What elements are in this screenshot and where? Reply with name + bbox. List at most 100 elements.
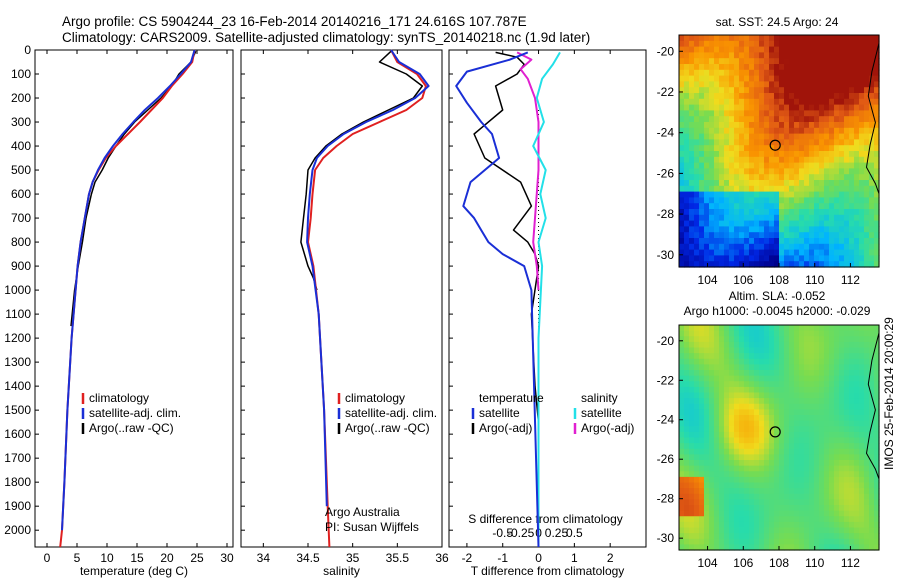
sst-map-cell	[824, 58, 830, 65]
sst-map-cell	[764, 127, 770, 135]
sla-map-cell	[824, 370, 830, 377]
sla-map-x-tick-label: 104	[698, 556, 718, 570]
sla-map-cell	[874, 527, 880, 534]
sst-map-cell	[829, 203, 835, 210]
sla-map-cell	[849, 403, 855, 410]
sst-map-cell	[829, 69, 835, 77]
sst-map-cell	[759, 139, 765, 146]
sst-map-cell	[799, 69, 805, 77]
sst-map-cell	[709, 127, 715, 135]
sst-map-cell	[704, 249, 710, 256]
sst-map-cell	[709, 261, 715, 268]
sst-map-cell	[769, 162, 775, 169]
sst-map-cell	[789, 52, 795, 59]
sla-map-cell	[699, 521, 705, 529]
sst-map-cell	[769, 180, 775, 187]
sst-map-cell	[814, 93, 820, 100]
sst-map-cell	[874, 69, 880, 77]
sla-map-cell	[719, 353, 725, 360]
sla-map-cell	[724, 431, 730, 439]
sla-map-cell	[819, 398, 825, 405]
sla-map-cell	[804, 403, 810, 410]
sla-map-cell	[744, 510, 750, 517]
sst-map-cell	[824, 238, 830, 245]
sst-map-cell	[704, 93, 710, 100]
sst-map-cell	[744, 133, 750, 140]
sla-map-cell	[874, 454, 880, 461]
sst-map-cell	[759, 151, 765, 158]
sla-map-cell	[869, 415, 875, 422]
sla-map-cell	[844, 493, 850, 500]
sst-map-cell	[869, 87, 875, 94]
sst-map-cell	[734, 214, 740, 222]
sst-map-cell	[779, 46, 785, 53]
sst-map-cell	[759, 185, 765, 193]
depth-tick-label: 500	[11, 163, 31, 177]
sst-map-cell	[779, 203, 785, 210]
sst-map-cell	[844, 209, 850, 216]
sla-map-cell	[759, 544, 765, 551]
sla-map-cell	[764, 386, 770, 394]
sst-map-cell	[764, 261, 770, 268]
sst-map-cell	[864, 52, 870, 59]
sst-map-cell	[724, 197, 730, 204]
sst-map-cell	[804, 232, 810, 239]
sla-map-cell	[709, 505, 715, 512]
sst-map-cell	[874, 220, 880, 227]
sst-map-cell	[794, 209, 800, 216]
sst-map-cell	[724, 151, 730, 158]
sla-map-cell	[719, 403, 725, 410]
sst-map-cell	[874, 174, 880, 181]
sst-map-cell	[689, 162, 695, 169]
depth-tick-label: 2000	[4, 523, 31, 537]
sst-map-cell	[679, 232, 685, 239]
sla-map-cell	[719, 448, 725, 455]
sla-map-cell	[799, 533, 805, 540]
sla-map-cell	[859, 454, 865, 461]
sst-map-cell	[844, 58, 850, 65]
sla-map-cell	[784, 471, 790, 478]
sla-map-cell	[844, 409, 850, 416]
sla-map-cell	[694, 347, 700, 354]
sla-map-cell	[709, 493, 715, 500]
sla-map-cell	[849, 358, 855, 365]
sla-map-cell	[729, 381, 735, 388]
sst-map-cell	[719, 145, 725, 152]
sla-map-cell	[864, 476, 870, 484]
sst-map-cell	[699, 46, 705, 53]
sla-map-cell	[789, 476, 795, 484]
sla-map-cell	[849, 325, 855, 332]
sla-map-x-tick-label: 112	[841, 556, 860, 570]
sst-map-cell	[744, 145, 750, 152]
sla-map-cell	[854, 403, 860, 410]
sla-map-cell	[779, 403, 785, 410]
sst-map-cell	[874, 81, 880, 88]
sst-map-cell	[764, 238, 770, 245]
sla-map-cell	[784, 392, 790, 399]
sla-map-cell	[854, 341, 860, 349]
sla-map-cell	[744, 330, 750, 337]
sst-map-cell	[839, 93, 845, 100]
sla-map-cell	[869, 364, 875, 371]
sla-map-cell	[814, 426, 820, 433]
sla-map-cell	[864, 437, 870, 444]
sla-map-cell	[804, 364, 810, 371]
sla-map-cell	[789, 426, 795, 433]
sla-map-cell	[839, 471, 845, 478]
sst-map-cell	[819, 104, 825, 111]
sst-map-cell	[784, 214, 790, 222]
sst-map-cell	[714, 75, 720, 82]
sst-map-cell	[759, 52, 765, 59]
sla-map-cell	[814, 460, 820, 467]
sst-map-cell	[774, 197, 780, 204]
sst-map-cell	[854, 58, 860, 65]
sst-map-cell	[684, 35, 690, 42]
sst-map-cell	[764, 69, 770, 77]
sla-map-cell	[714, 505, 720, 512]
sla-map-cell	[734, 544, 740, 551]
sst-map-y-tick-label: -26	[657, 166, 675, 180]
sst-map-cell	[869, 145, 875, 152]
sst-map-cell	[704, 180, 710, 187]
depth-tick-label: 1100	[5, 307, 31, 321]
sst-map-cell	[704, 151, 710, 158]
